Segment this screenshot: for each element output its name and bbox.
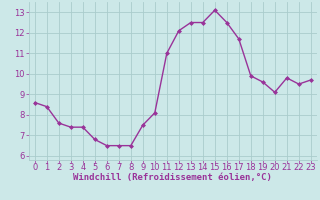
X-axis label: Windchill (Refroidissement éolien,°C): Windchill (Refroidissement éolien,°C) bbox=[73, 173, 272, 182]
